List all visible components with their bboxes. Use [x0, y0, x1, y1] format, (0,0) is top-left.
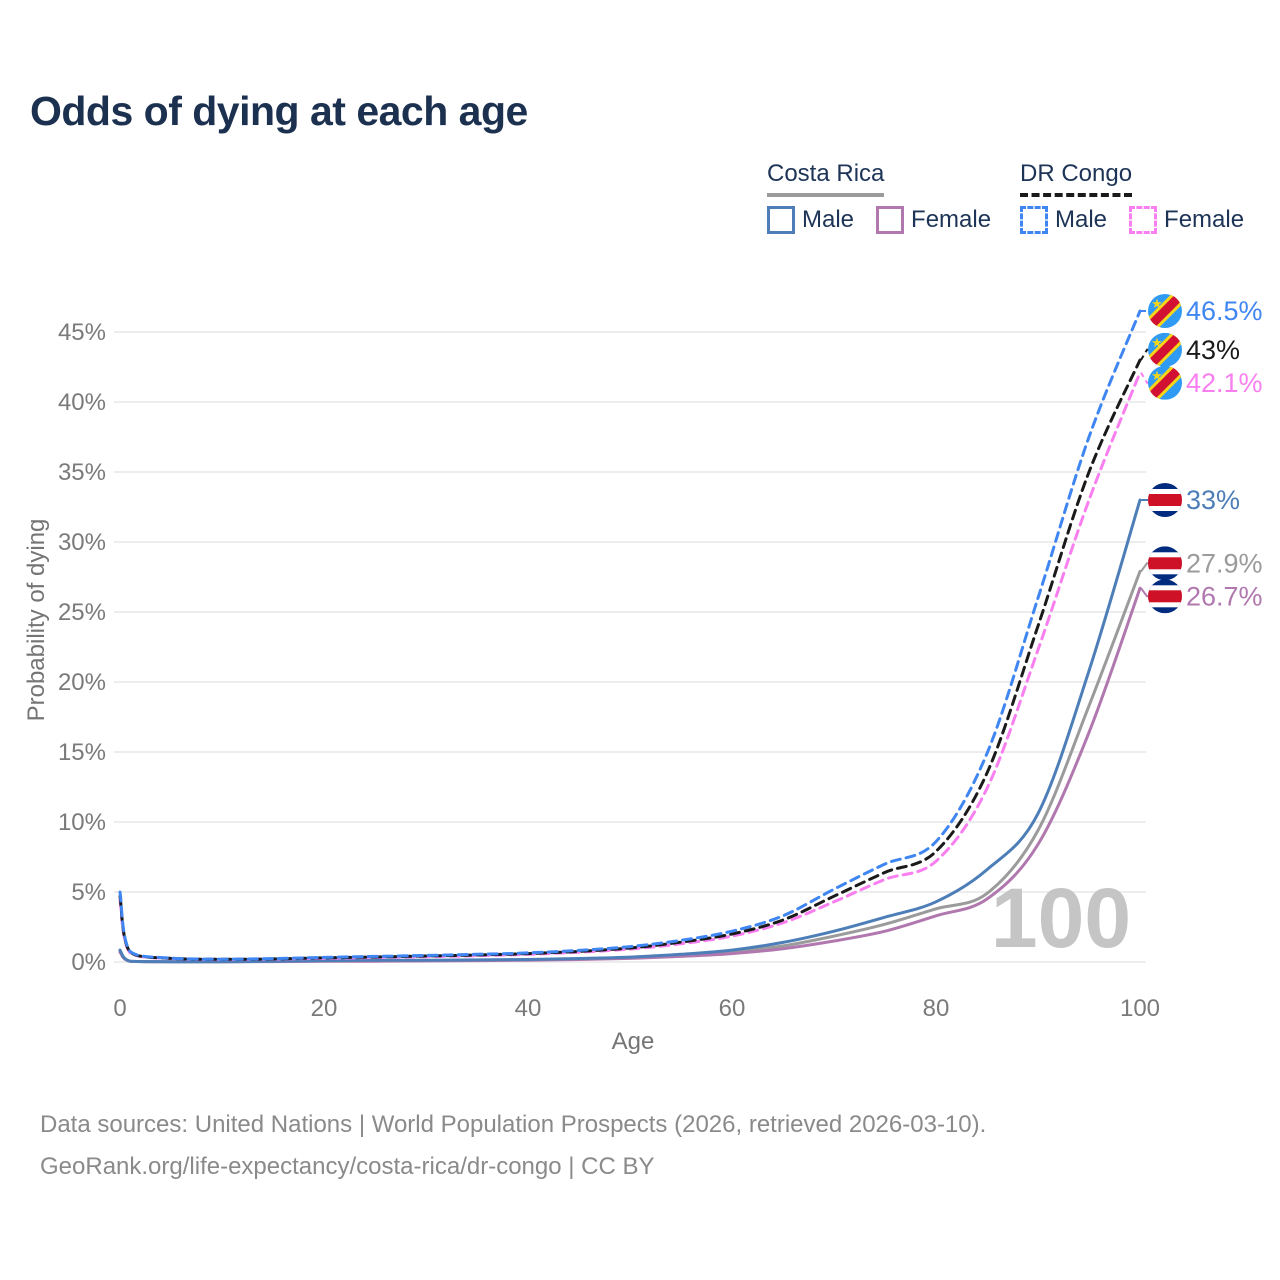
series-line-dr-congo-all[interactable] [118, 358, 1142, 961]
legend-label-costa-rica-female[interactable]: Female [911, 206, 992, 233]
y-tick-label: 45% [58, 319, 106, 346]
legend-group-costa-rica: Costa Rica Male Female [767, 160, 1013, 234]
series-end-labels: 46.5% 43%42.1% 33% 27.9%26.7% [1141, 291, 1263, 613]
footer-data-sources: Data sources: United Nations | World Pop… [40, 1111, 987, 1138]
end-value-label-dr-congo-all: 43% [1186, 335, 1240, 365]
legend-label-dr-congo-male[interactable]: Male [1055, 206, 1108, 233]
y-tick-label: 0% [71, 949, 106, 976]
x-axis-tick-labels: 0 20 40 60 80 100 [113, 995, 1160, 1022]
end-label-leader [1140, 372, 1154, 384]
y-tick-label: 15% [58, 739, 106, 766]
y-tick-label: 25% [58, 599, 106, 626]
legend-label-costa-rica-male[interactable]: Male [802, 206, 855, 233]
legend-label-dr-congo-female[interactable]: Female [1164, 206, 1245, 233]
y-tick-label: 20% [58, 669, 106, 696]
y-axis-title: Probability of dying [23, 519, 50, 722]
series-line-costa-rica-all[interactable] [118, 569, 1142, 964]
x-axis-title: Age [612, 1028, 655, 1055]
legend-swatch-costa-rica-female[interactable] [876, 206, 905, 234]
y-axis-tick-labels: 0% 5% 10% 15% 20% 25% 30% 35% 40% 45% [58, 319, 106, 976]
x-tick-label: 100 [1120, 995, 1160, 1022]
dr-congo-flag-icon [1145, 291, 1185, 331]
page-title: Odds of dying at each age [30, 88, 528, 134]
y-tick-label: 5% [71, 879, 106, 906]
costa-rica-flag-icon [1148, 483, 1182, 517]
x-tick-label: 20 [311, 995, 338, 1022]
end-value-label-costa-rica-female: 26.7% [1186, 581, 1263, 611]
x-tick-label: 40 [515, 995, 542, 1022]
x-tick-label: 80 [923, 995, 950, 1022]
end-value-label-dr-congo-female: 42.1% [1186, 368, 1263, 398]
legend-swatch-dr-congo-female[interactable] [1129, 206, 1158, 234]
series-line-dr-congo-male[interactable] [118, 309, 1142, 961]
end-value-label-dr-congo-male: 46.5% [1186, 296, 1263, 326]
y-tick-label: 40% [58, 389, 106, 416]
end-label-leader [1140, 348, 1154, 361]
watermark-age-100: 100 [991, 871, 1131, 965]
legend-swatch-dr-congo-male[interactable] [1020, 206, 1048, 234]
x-tick-label: 0 [113, 995, 126, 1022]
chart-legend: Costa Rica Male Female DR Congo Male Fem… [0, 160, 1280, 250]
end-value-label-costa-rica-male: 33% [1186, 485, 1240, 515]
x-tick-label: 60 [719, 995, 746, 1022]
legend-swatch-costa-rica-male[interactable] [767, 206, 795, 234]
y-tick-label: 30% [58, 529, 106, 556]
dr-congo-flag-icon [1145, 363, 1185, 403]
data-series-lines [118, 309, 1142, 964]
legend-group-title-costa-rica: Costa Rica [767, 160, 885, 197]
footer: Data sources: United Nations | World Pop… [40, 1104, 986, 1188]
costa-rica-flag-icon [1148, 579, 1182, 613]
dr-congo-flag-icon [1145, 330, 1185, 370]
legend-group-dr-congo: DR Congo Male Female [1020, 160, 1266, 234]
y-tick-label: 10% [58, 809, 106, 836]
y-tick-label: 35% [58, 459, 106, 486]
legend-group-title-dr-congo: DR Congo [1020, 160, 1133, 197]
footer-attribution: GeoRank.org/life-expectancy/costa-rica/d… [40, 1153, 655, 1180]
end-value-label-costa-rica-all: 27.9% [1186, 548, 1263, 578]
series-line-costa-rica-male[interactable] [118, 498, 1142, 964]
costa-rica-flag-icon [1148, 546, 1182, 580]
